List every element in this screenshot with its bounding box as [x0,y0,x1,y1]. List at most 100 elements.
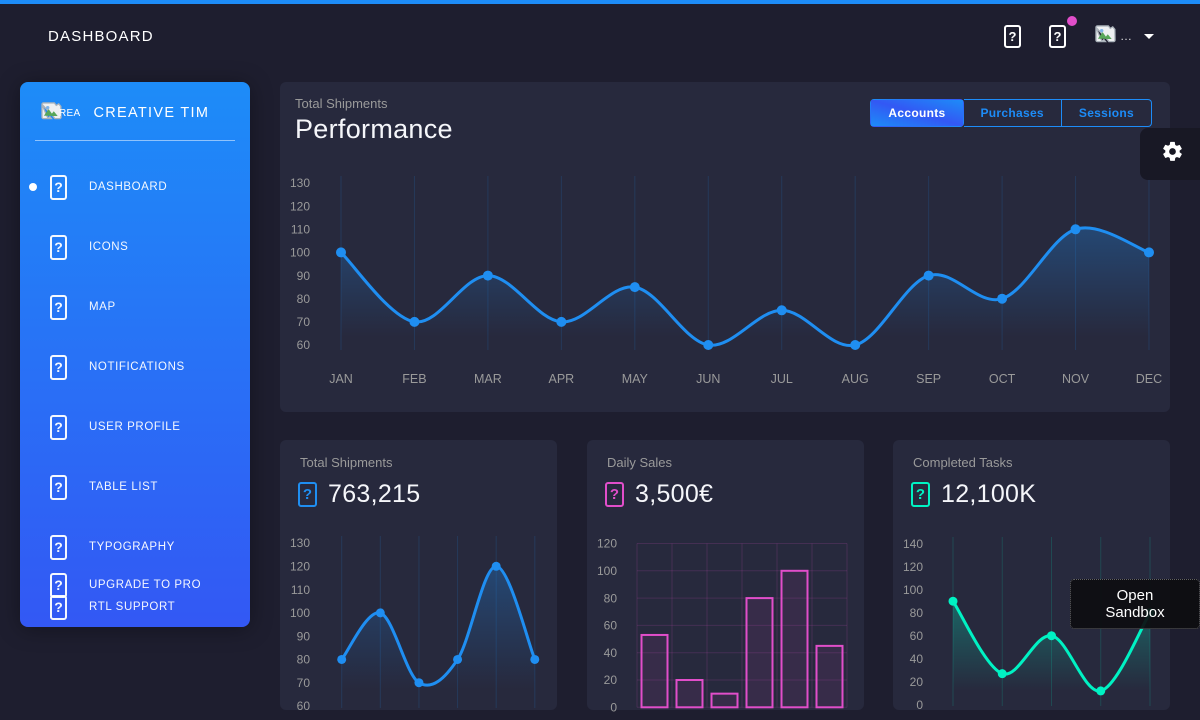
brand-broken-image-icon [40,101,63,126]
svg-text:APR: APR [549,372,575,386]
sidebar-item-dashboard[interactable]: ? DASHBOARD [20,167,250,207]
svg-text:80: 80 [297,292,311,306]
tab-accounts[interactable]: Accounts [870,99,964,127]
sidebar-item-label: DASHBOARD [89,181,168,193]
svg-text:JAN: JAN [329,372,353,386]
svg-text:80: 80 [604,591,618,605]
svg-text:100: 100 [290,246,310,260]
tab-sessions[interactable]: Sessions [1061,99,1152,127]
sidebar-brand[interactable]: REA CREATIVE TIM [40,96,209,130]
search-icon[interactable]: ? [1004,24,1021,48]
stat-card-value: 12,100K [941,480,1037,508]
svg-text:60: 60 [297,338,311,352]
stat-card-value: 3,500€ [635,480,714,508]
svg-text:FEB: FEB [402,372,426,386]
svg-text:20: 20 [910,675,924,689]
sidebar-item-icon: ? [50,414,67,440]
sidebar-item-label: MAP [89,301,116,313]
sidebar-item-icon: ? [50,534,67,560]
svg-text:OCT: OCT [989,372,1016,386]
stat-card-icon: ? [605,482,624,507]
settings-panel-button[interactable] [1140,128,1200,180]
svg-text:MAY: MAY [622,372,649,386]
avatar-alt-text: … [1120,29,1132,43]
open-sandbox-button[interactable]: Open Sandbox [1070,579,1200,629]
brand-logo-alt-text: REA [59,107,81,119]
sidebar-item-icon: ? [50,234,67,260]
svg-text:JUN: JUN [696,372,720,386]
stat-card-total-shipments: Total Shipments? 763,215 130 120 110 100 90 80 7… [280,440,557,713]
svg-text:60: 60 [604,619,618,633]
sidebar-item-upgrade-to-pro[interactable]: ? UPGRADE TO PRO [20,565,250,605]
svg-text:0: 0 [916,698,923,712]
sidebar-item-icon: ? [50,594,67,620]
svg-text:JUL: JUL [771,372,793,386]
stat-card-value-row: ? 12,100K [911,480,1036,509]
stat-card-icon: ? [298,482,317,507]
sidebar-item-icons[interactable]: ? ICONS [20,227,250,267]
svg-text:120: 120 [290,199,310,213]
stat-card-title: Daily Sales [607,455,673,470]
svg-text:40: 40 [604,646,618,660]
svg-text:SEP: SEP [916,372,941,386]
user-menu-button[interactable]: … [1094,24,1154,49]
performance-card: Total Shipments Performance Accounts Purc… [280,82,1170,412]
sidebar-item-icon: ? [50,572,67,598]
avatar-broken-image-icon [1094,24,1117,49]
gear-icon [1161,140,1184,168]
sidebar-item-label: ICONS [89,241,129,253]
stat-card-title: Completed Tasks [913,455,1013,470]
notification-dot [1067,15,1077,26]
sidebar-item-rtl-support[interactable]: ? RTL SUPPORT [20,587,250,627]
svg-text:130: 130 [290,536,310,550]
svg-text:60: 60 [910,629,924,643]
sidebar-item-icon: ? [50,354,67,380]
svg-text:DEC: DEC [1136,372,1162,386]
performance-line-chart: 130 120 110 100 90 80 70 60 JAN FEB MAR APR MAY JUN JU… [290,176,1162,386]
chevron-down-icon [1144,33,1154,39]
chart-range-tabs: Accounts Purchases Sessions [870,99,1152,127]
tab-purchases[interactable]: Purchases [963,99,1062,127]
svg-text:120: 120 [290,559,310,573]
svg-text:80: 80 [910,606,924,620]
svg-text:110: 110 [291,583,310,597]
sidebar-item-label: RTL SUPPORT [89,601,176,613]
page-title: DASHBOARD [48,28,154,45]
brand-name: CREATIVE TIM [93,105,210,121]
svg-text:120: 120 [597,537,617,551]
sidebar-item-label: TABLE LIST [89,481,159,493]
svg-text:40: 40 [910,652,924,666]
svg-text:100: 100 [290,606,310,620]
svg-text:60: 60 [297,699,311,713]
stat-card-completed-tasks: Completed Tasks? 12,100K 140 120 100 80 60 40 20… [893,440,1170,712]
stat-card-value-row: ? 3,500€ [605,480,713,509]
sidebar-item-user-profile[interactable]: ? USER PROFILE [20,407,250,447]
sidebar-item-table-list[interactable]: ? TABLE LIST [20,467,250,507]
sidebar-item-typography[interactable]: ? TYPOGRAPHY [20,527,250,567]
stat-card-value: 763,215 [328,480,421,508]
sidebar-divider [35,140,235,141]
svg-text:AUG: AUG [842,372,869,386]
total-shipments-chart: 130 120 110 100 90 80 70 60 [290,536,540,713]
sidebar-item-label: USER PROFILE [89,421,181,433]
svg-text:120: 120 [903,560,923,574]
performance-card-subtitle: Total Shipments [295,96,388,111]
svg-text:MAR: MAR [474,372,502,386]
svg-text:80: 80 [297,653,311,667]
sidebar-item-icon: ? [50,474,67,500]
notifications-button[interactable]: ? [1049,15,1077,48]
svg-text:140: 140 [903,537,923,551]
sidebar-item-notifications[interactable]: ? NOTIFICATIONS [20,347,250,387]
sidebar: REA CREATIVE TIM ? DASHBOARD? ICONS? MAP? NO… [20,82,250,627]
stat-card-daily-sales: Daily Sales? 3,500€ 120 100 80 60 40 20 0 [587,440,864,715]
bell-icon: ? [1049,24,1066,48]
stat-card-value-row: ? 763,215 [298,480,420,509]
daily-sales-chart: 120 100 80 60 40 20 0 [597,537,848,715]
sidebar-item-label: TYPOGRAPHY [89,541,175,553]
svg-text:NOV: NOV [1062,372,1090,386]
top-accent-line [0,0,1200,4]
sidebar-item-label: NOTIFICATIONS [89,361,185,373]
stat-card-title: Total Shipments [300,455,393,470]
performance-card-title: Performance [295,114,453,144]
sidebar-item-map[interactable]: ? MAP [20,287,250,327]
